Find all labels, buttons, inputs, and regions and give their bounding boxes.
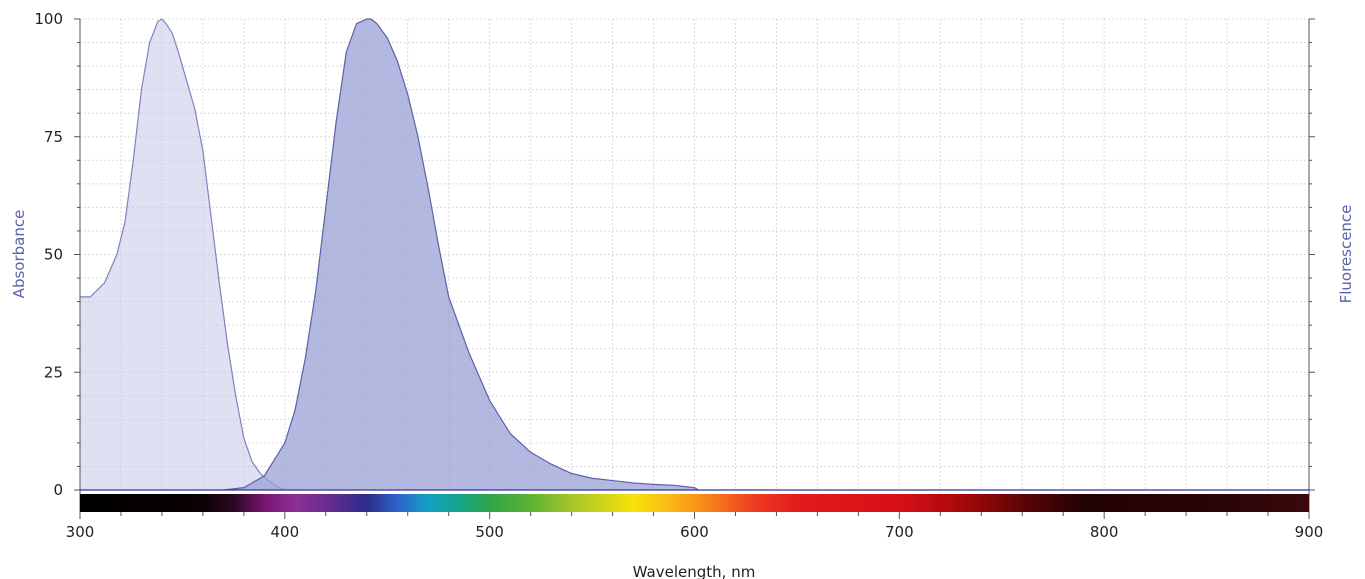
series-1-line xyxy=(80,18,286,491)
tick-labels: 300 400 500 600 700 800 900 0 25 50 75 100 xyxy=(34,10,1323,541)
x-tick-label: 900 xyxy=(1295,523,1324,541)
y-tick-label: 75 xyxy=(44,128,63,146)
x-tick-label: 700 xyxy=(885,523,914,541)
series-2-area xyxy=(223,19,699,490)
x-tick-label: 500 xyxy=(475,523,504,541)
y-axis-title-left: Absorbance xyxy=(10,210,28,299)
axes xyxy=(74,18,1315,519)
color-spectrum-bar xyxy=(80,494,1309,512)
series-2-line xyxy=(223,18,699,491)
y-tick-label: 25 xyxy=(44,363,63,381)
spectrum-strip xyxy=(80,494,1309,512)
x-tick-label: 400 xyxy=(271,523,300,541)
y-tick-label: 50 xyxy=(44,246,63,264)
series-1-area xyxy=(80,19,285,490)
series-layer xyxy=(80,18,699,491)
y-tick-label: 0 xyxy=(53,481,63,499)
x-tick-label: 800 xyxy=(1090,523,1119,541)
x-tick-label: 600 xyxy=(680,523,709,541)
x-axis-title: Wavelength, nm xyxy=(633,563,756,579)
y-axis-title-right: Fluorescence xyxy=(1337,205,1355,304)
x-tick-label: 300 xyxy=(66,523,95,541)
y-tick-label: 100 xyxy=(34,10,63,28)
grid xyxy=(79,18,1310,491)
